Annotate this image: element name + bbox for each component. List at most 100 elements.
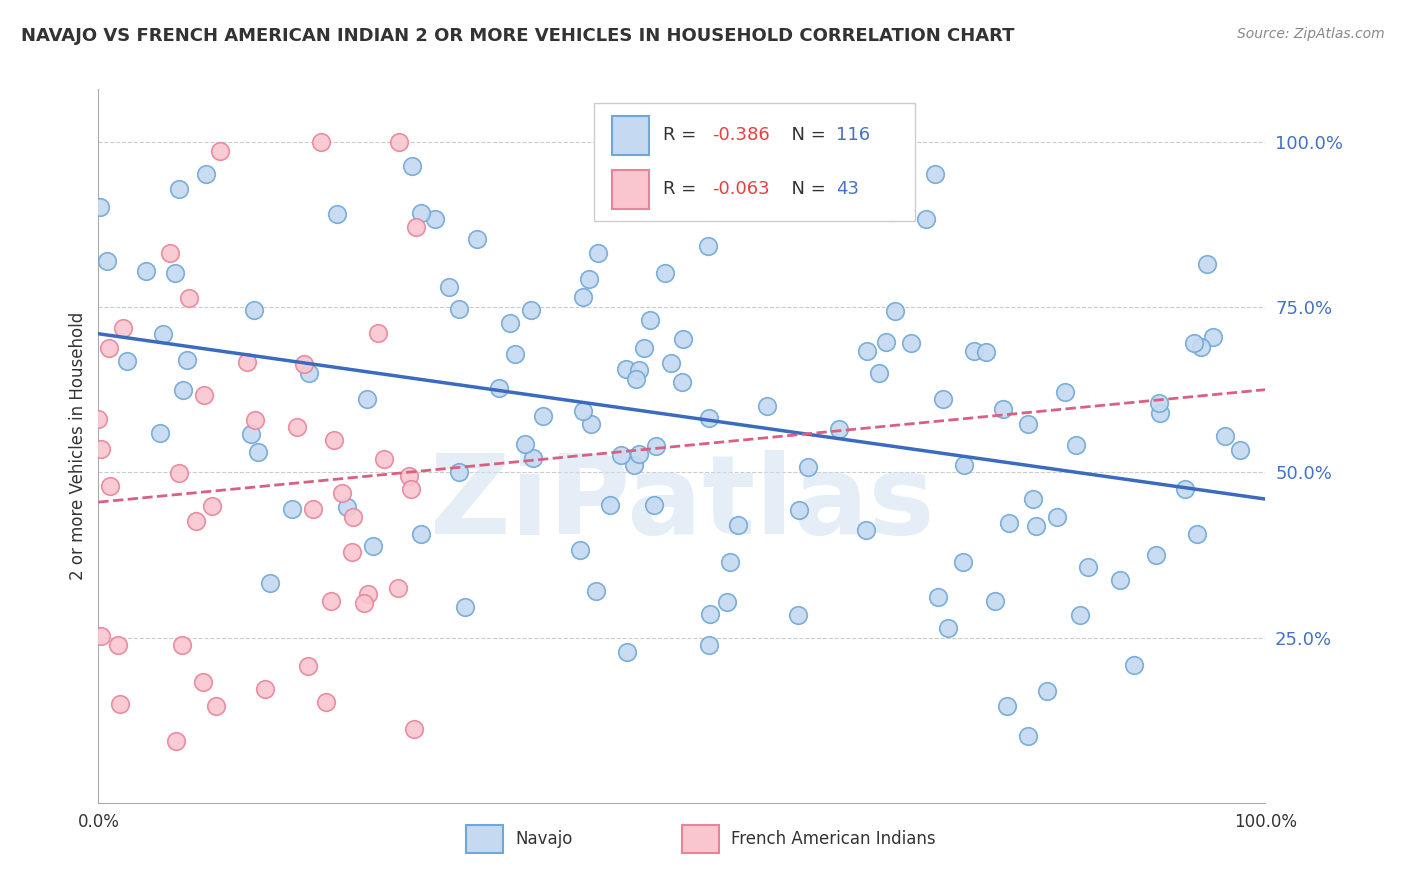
Point <box>569 542 592 557</box>
Point <box>172 383 194 397</box>
Point <box>880 205 903 219</box>
Point <box>952 555 974 569</box>
Point <box>373 451 395 466</box>
Point <box>616 645 638 659</box>
Point <box>423 211 446 226</box>
Point <box>1122 657 1144 672</box>
Point <box>247 445 270 459</box>
Point <box>402 722 425 736</box>
Text: Source: ZipAtlas.com: Source: ZipAtlas.com <box>1237 27 1385 41</box>
Text: NAVAJO VS FRENCH AMERICAN INDIAN 2 OR MORE VEHICLES IN HOUSEHOLD CORRELATION CHA: NAVAJO VS FRENCH AMERICAN INDIAN 2 OR MO… <box>21 27 1015 45</box>
Point <box>437 280 460 294</box>
Point <box>201 499 224 513</box>
Point <box>159 246 181 260</box>
Point <box>357 587 380 601</box>
Point <box>671 375 693 389</box>
Point <box>755 399 778 413</box>
Point <box>177 291 200 305</box>
Point <box>627 362 650 376</box>
Point <box>90 629 112 643</box>
Point <box>585 584 607 599</box>
Point <box>1149 405 1171 419</box>
Point <box>235 354 257 368</box>
Point <box>259 576 281 591</box>
Point <box>292 357 315 371</box>
Point <box>204 699 226 714</box>
Point <box>1046 510 1069 524</box>
Point <box>787 502 810 516</box>
Point <box>1144 548 1167 562</box>
Point <box>624 372 647 386</box>
Point <box>401 159 423 173</box>
Point <box>447 465 470 479</box>
Point <box>936 621 959 635</box>
Point <box>411 206 433 220</box>
Point <box>915 211 938 226</box>
Point <box>97 341 120 355</box>
Point <box>1017 729 1039 743</box>
Point <box>787 607 810 622</box>
Point <box>297 659 319 673</box>
Point <box>927 590 949 604</box>
Point <box>1109 573 1132 587</box>
Point <box>875 334 897 349</box>
Point <box>253 682 276 697</box>
Point <box>796 460 818 475</box>
FancyBboxPatch shape <box>465 825 503 853</box>
Point <box>176 353 198 368</box>
Point <box>488 381 510 395</box>
Point <box>995 699 1018 714</box>
Point <box>571 290 593 304</box>
Point <box>868 366 890 380</box>
Point <box>152 326 174 341</box>
Point <box>974 345 997 359</box>
Point <box>96 254 118 268</box>
Point <box>1036 683 1059 698</box>
Point <box>1149 396 1171 410</box>
Point <box>112 321 135 335</box>
Point <box>326 207 349 221</box>
Y-axis label: 2 or more Vehicles in Household: 2 or more Vehicles in Household <box>69 312 87 580</box>
Point <box>361 540 384 554</box>
Point <box>1182 335 1205 350</box>
Point <box>287 420 309 434</box>
Text: ZiPatlas: ZiPatlas <box>430 450 934 557</box>
Point <box>779 169 801 183</box>
Point <box>643 498 665 512</box>
Point <box>340 544 363 558</box>
Point <box>447 301 470 316</box>
Point <box>243 302 266 317</box>
Point <box>342 509 364 524</box>
Point <box>578 272 600 286</box>
Point <box>172 639 194 653</box>
Point <box>454 600 477 615</box>
Text: N =: N = <box>780 127 831 145</box>
Point <box>409 526 432 541</box>
Point <box>336 500 359 514</box>
Point <box>98 479 121 493</box>
Point <box>332 485 354 500</box>
Point <box>1021 492 1043 507</box>
Point <box>315 695 337 709</box>
Point <box>405 219 427 234</box>
Point <box>610 449 633 463</box>
Point <box>586 246 609 260</box>
Point <box>1202 330 1225 344</box>
Point <box>465 232 488 246</box>
Point <box>1197 257 1219 271</box>
Point <box>165 266 187 280</box>
Point <box>856 344 879 359</box>
Point <box>716 595 738 609</box>
Point <box>387 135 409 149</box>
Point <box>623 458 645 472</box>
Point <box>633 341 655 355</box>
Point <box>828 422 851 436</box>
Point <box>321 593 343 607</box>
Point <box>515 437 537 451</box>
Point <box>191 675 214 690</box>
Point <box>931 392 953 407</box>
Point <box>298 366 321 380</box>
Point <box>302 502 325 516</box>
Point <box>1017 417 1039 432</box>
Point <box>167 466 190 480</box>
